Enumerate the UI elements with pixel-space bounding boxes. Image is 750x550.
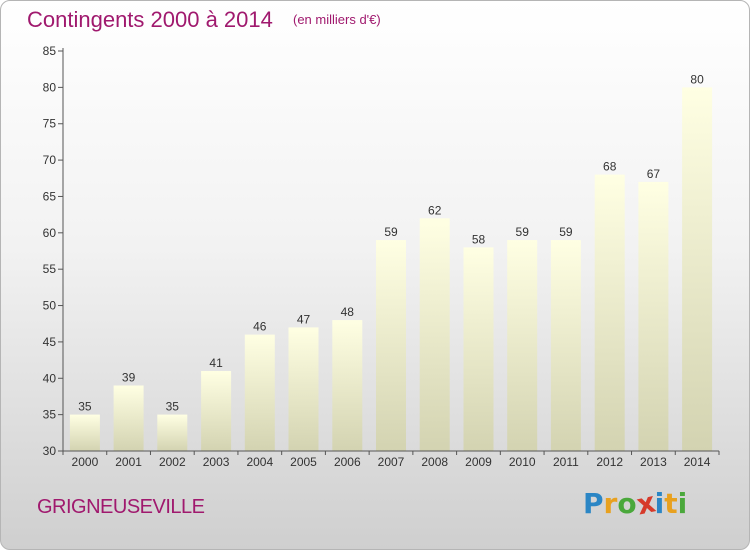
- bar-2008: [419, 218, 450, 451]
- commune-name: GRIGNEUSEVILLE: [37, 496, 205, 518]
- y-tick-label-60: 60: [43, 226, 57, 240]
- x-tick-label-2005: 2005: [290, 455, 317, 469]
- x-tick-label-2007: 2007: [378, 455, 405, 469]
- logo-letter: t: [664, 487, 678, 520]
- bar-2011: [550, 240, 581, 451]
- logo-letter: P: [583, 487, 604, 520]
- y-tick-label-30: 30: [43, 444, 57, 458]
- logo-letter: r: [603, 487, 618, 520]
- data-label-2003: 41: [209, 356, 223, 370]
- x-tick-label-2003: 2003: [203, 455, 230, 469]
- data-label-2002: 35: [166, 400, 180, 414]
- logo-letter: i: [654, 487, 665, 520]
- data-label-2005: 47: [297, 312, 311, 326]
- data-label-2006: 48: [341, 305, 355, 319]
- bar-2010: [507, 240, 538, 451]
- x-tick-label-2002: 2002: [159, 455, 186, 469]
- y-tick-label-65: 65: [43, 189, 57, 203]
- x-tick-label-2009: 2009: [465, 455, 492, 469]
- y-tick-label-35: 35: [43, 408, 57, 422]
- chart-unit: (en milliers d'€): [293, 12, 381, 27]
- bar-2001: [113, 385, 144, 451]
- y-tick-label-75: 75: [43, 117, 57, 131]
- x-tick-label-2010: 2010: [509, 455, 536, 469]
- data-label-2004: 46: [253, 320, 267, 334]
- y-tick-label-70: 70: [43, 153, 57, 167]
- y-tick-label-80: 80: [43, 80, 57, 94]
- data-label-2012: 68: [603, 160, 617, 174]
- bar-2004: [244, 334, 275, 451]
- y-tick-label-45: 45: [43, 335, 57, 349]
- bar-2012: [594, 174, 625, 451]
- logo-letter: i: [677, 487, 688, 520]
- x-tick-label-2012: 2012: [596, 455, 623, 469]
- x-tick-label-2011: 2011: [553, 455, 579, 469]
- bar-2009: [463, 247, 494, 451]
- proxiti-logo: Proxiti: [583, 485, 688, 521]
- data-label-2001: 39: [122, 371, 136, 385]
- data-label-2013: 67: [647, 167, 661, 181]
- x-tick-label-2006: 2006: [334, 455, 361, 469]
- data-label-2010: 59: [516, 225, 530, 239]
- chart-title-text: Contingents 2000 à 2014: [27, 7, 273, 32]
- data-label-2014: 80: [690, 72, 704, 86]
- bar-2000: [69, 414, 100, 451]
- x-tick-label-2001: 2001: [115, 455, 142, 469]
- data-label-2008: 62: [428, 203, 442, 217]
- bar-2014: [682, 87, 713, 452]
- x-tick-label-2014: 2014: [684, 455, 711, 469]
- data-label-2007: 59: [384, 225, 398, 239]
- bar-2013: [638, 181, 669, 451]
- data-label-2000: 35: [78, 400, 92, 414]
- y-tick-label-40: 40: [43, 371, 57, 385]
- bar-2007: [376, 240, 406, 451]
- x-tick-label-2013: 2013: [640, 455, 667, 469]
- y-tick-label-55: 55: [43, 262, 57, 276]
- bar-2005: [288, 327, 319, 451]
- bar-2002: [157, 414, 188, 451]
- x-tick-label-2008: 2008: [421, 455, 448, 469]
- data-label-2011: 59: [559, 225, 573, 239]
- x-tick-label-2000: 2000: [72, 455, 99, 469]
- y-tick-label-85: 85: [43, 44, 57, 58]
- bar-2003: [201, 371, 232, 451]
- chart-title: Contingents 2000 à 2014 (en milliers d'€…: [27, 7, 381, 33]
- bar-2006: [332, 320, 363, 451]
- logo-letter: o: [617, 487, 637, 520]
- y-tick-label-50: 50: [43, 299, 57, 313]
- x-tick-label-2004: 2004: [246, 455, 273, 469]
- data-label-2009: 58: [472, 232, 486, 246]
